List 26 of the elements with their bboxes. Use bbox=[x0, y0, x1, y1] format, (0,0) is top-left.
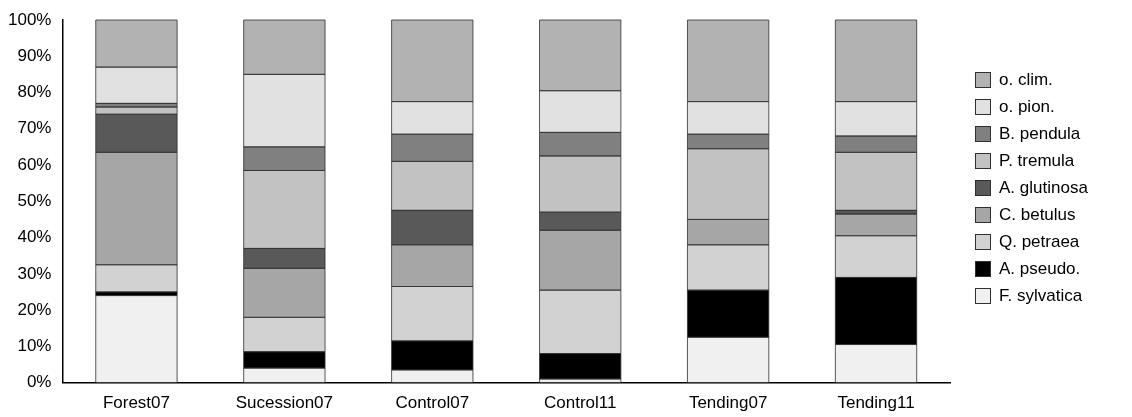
legend-label: C. betulus bbox=[999, 205, 1076, 225]
x-tick-label: Tending07 bbox=[688, 393, 768, 413]
legend-label: B. pendula bbox=[999, 124, 1081, 144]
legend-label: Q. petraea bbox=[999, 232, 1080, 252]
y-tick-label: 20% bbox=[17, 299, 52, 319]
legend-label: P. tremula bbox=[999, 151, 1075, 171]
y-tick-label: 60% bbox=[17, 154, 52, 174]
legend-label: o. clim. bbox=[999, 70, 1053, 90]
y-tick-label: 10% bbox=[17, 336, 52, 356]
y-tick-label: 100% bbox=[8, 9, 52, 29]
legend-label: o. pion. bbox=[999, 97, 1055, 117]
y-tick-label: 0% bbox=[26, 372, 52, 392]
y-tick-label: 30% bbox=[17, 263, 52, 283]
y-tick-label: 90% bbox=[17, 45, 52, 65]
x-tick-label: Sucession07 bbox=[235, 393, 334, 413]
x-tick-label: Control07 bbox=[395, 393, 470, 413]
x-tick-label: Forest07 bbox=[102, 393, 170, 413]
legend-label: A. pseudo. bbox=[999, 259, 1081, 279]
y-tick-label: 40% bbox=[17, 227, 52, 247]
x-tick-label: Control11 bbox=[543, 393, 617, 413]
x-tick-label: Tending11 bbox=[837, 393, 915, 413]
y-tick-label: 80% bbox=[17, 82, 52, 102]
y-tick-label: 70% bbox=[17, 118, 52, 138]
y-tick-label: 50% bbox=[17, 190, 52, 210]
legend-label: F. sylvatica bbox=[999, 286, 1083, 306]
legend-label: A. glutinosa bbox=[999, 178, 1088, 198]
